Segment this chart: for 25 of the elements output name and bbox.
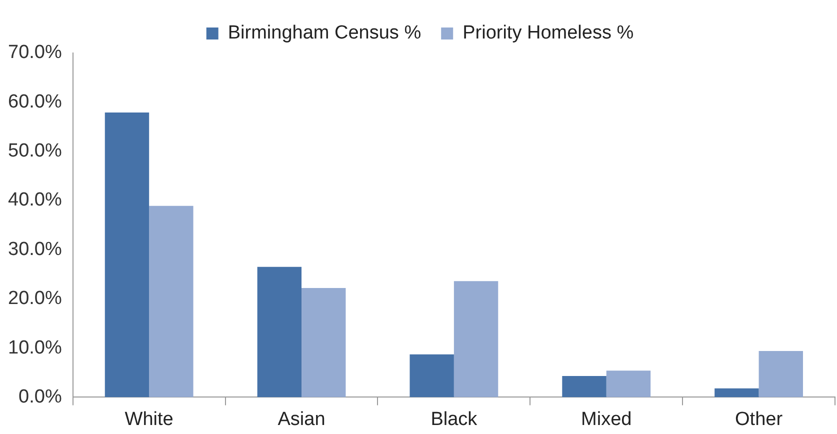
x-tick-label: White [124,408,174,430]
y-tick-label: 20.0% [8,288,62,310]
bar [302,288,346,398]
bar [454,281,498,398]
y-tick-label: 50.0% [8,140,62,162]
legend-label: Birmingham Census % [228,22,422,44]
y-tick-label: 70.0% [8,42,62,64]
y-tick-label: 30.0% [8,238,62,260]
legend-label: Priority Homeless % [462,22,634,44]
bar [714,388,759,398]
bar [257,266,302,398]
y-tick-label: 40.0% [8,190,62,211]
bar [104,112,150,398]
y-tick-label: 60.0% [8,91,62,112]
bar [149,206,194,398]
y-tick-label: 0.0% [18,386,62,408]
bar [606,370,651,398]
bar [758,350,803,398]
y-tick-label: 10.0% [8,337,62,358]
bar [562,376,606,398]
x-tick-label: Asian [278,408,326,430]
x-tick-label: Other [735,408,784,430]
bar [410,354,454,398]
x-tick-label: Black [430,408,478,430]
x-tick-label: Mixed [581,408,632,430]
